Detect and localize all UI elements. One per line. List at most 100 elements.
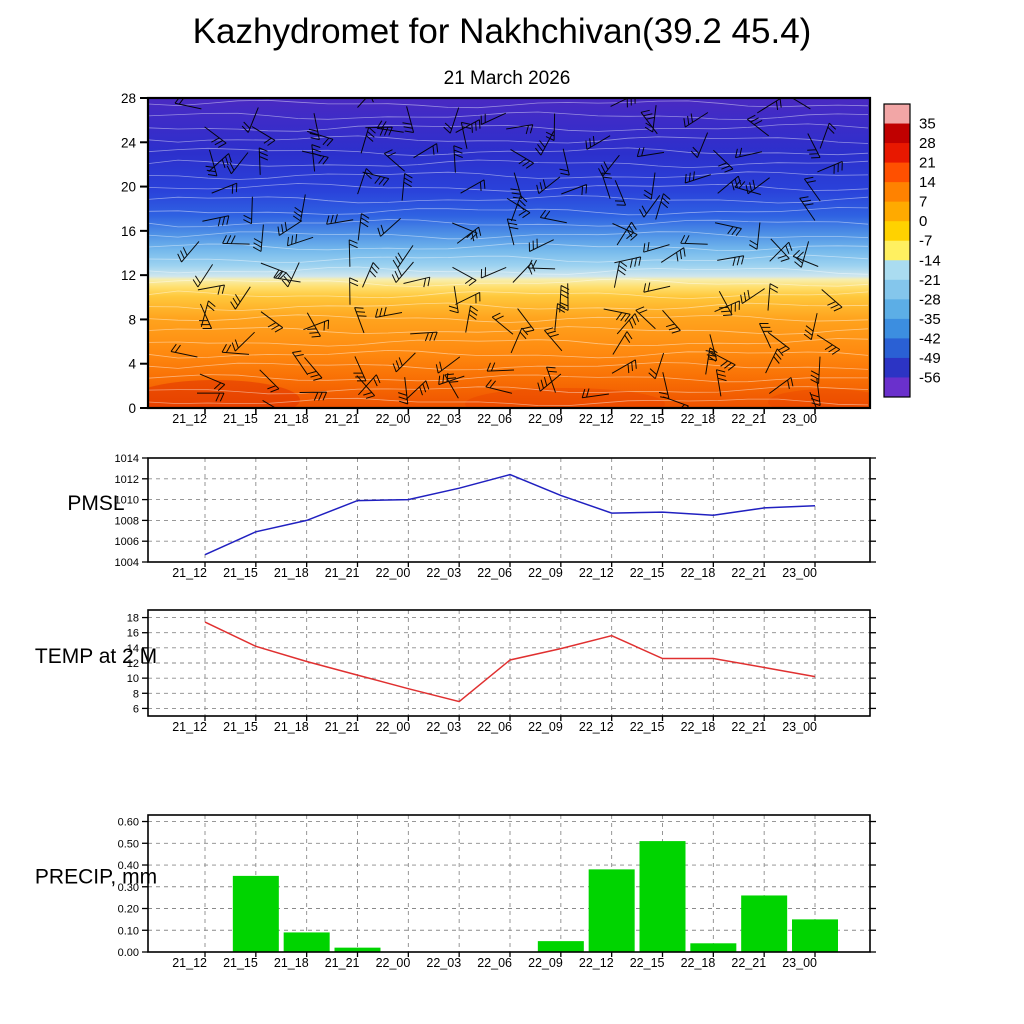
svg-text:22_18: 22_18 bbox=[681, 412, 716, 426]
precip-panel-bar bbox=[334, 947, 381, 952]
svg-text:21_18: 21_18 bbox=[274, 720, 309, 734]
svg-text:22_00: 22_00 bbox=[376, 956, 411, 970]
svg-text:21_21: 21_21 bbox=[325, 956, 360, 970]
precip-panel: 0.00 0.10 0.20 0.30 0.40 0.50 0.60 21_12 21_15 21… bbox=[35, 814, 876, 970]
svg-text:1014: 1014 bbox=[115, 453, 139, 465]
svg-text:6: 6 bbox=[133, 703, 139, 715]
svg-text:1012: 1012 bbox=[115, 474, 139, 486]
svg-text:21_18: 21_18 bbox=[274, 412, 309, 426]
svg-text:22_21: 22_21 bbox=[731, 720, 766, 734]
svg-text:23_00: 23_00 bbox=[782, 956, 817, 970]
svg-text:-14: -14 bbox=[919, 252, 941, 269]
svg-text:22_12: 22_12 bbox=[579, 956, 614, 970]
precip-panel-bar bbox=[537, 941, 584, 952]
svg-text:21: 21 bbox=[919, 155, 936, 172]
svg-text:22_12: 22_12 bbox=[579, 412, 614, 426]
pmsl-panel: 1004 1006 1008 1010 1012 1014 21_12 21_15 21_18 2… bbox=[67, 453, 876, 580]
wind-barbs bbox=[170, 98, 843, 408]
svg-text:-21: -21 bbox=[919, 272, 941, 289]
svg-text:21_18: 21_18 bbox=[274, 956, 309, 970]
svg-text:22_21: 22_21 bbox=[731, 566, 766, 580]
svg-text:28: 28 bbox=[121, 91, 136, 106]
svg-text:1010: 1010 bbox=[115, 495, 139, 507]
temp-panel: 6 8 10 12 14 16 18 21_12 21_15 21_18 21_21 22_00 22_… bbox=[35, 609, 876, 734]
svg-text:14: 14 bbox=[919, 174, 936, 191]
svg-text:22_00: 22_00 bbox=[376, 412, 411, 426]
pmsl-panel-line bbox=[204, 473, 816, 556]
svg-text:22_03: 22_03 bbox=[426, 720, 461, 734]
svg-text:21_21: 21_21 bbox=[325, 720, 360, 734]
colorbar: 35 28 21 14 7 0 -7 -14 -21 -28 -35 -42 -49 -56 bbox=[883, 103, 941, 398]
page-title: Kazhydromet for Nakhchivan(39.2 45.4) bbox=[192, 12, 812, 51]
svg-text:22_21: 22_21 bbox=[731, 412, 766, 426]
precip-panel-bar bbox=[741, 895, 788, 952]
svg-text:22_09: 22_09 bbox=[528, 566, 563, 580]
svg-text:21_15: 21_15 bbox=[223, 720, 258, 734]
svg-text:-56: -56 bbox=[919, 369, 941, 386]
cross-section-panel: 0 4 8 12 16 20 24 28 21_12 21_15 21_18 21_21 22_00 22… bbox=[121, 91, 941, 426]
svg-text:0.00: 0.00 bbox=[118, 947, 139, 959]
svg-text:16: 16 bbox=[121, 224, 136, 239]
svg-text:21_12: 21_12 bbox=[172, 412, 207, 426]
pmsl-panel-label: PMSL bbox=[67, 492, 124, 515]
svg-text:0.60: 0.60 bbox=[118, 817, 139, 829]
svg-text:22_09: 22_09 bbox=[528, 412, 563, 426]
svg-text:-35: -35 bbox=[919, 311, 941, 328]
svg-text:10: 10 bbox=[127, 673, 139, 685]
svg-text:23_00: 23_00 bbox=[782, 720, 817, 734]
svg-text:1004: 1004 bbox=[115, 557, 139, 569]
temp-panel-line bbox=[204, 621, 816, 703]
svg-text:-7: -7 bbox=[919, 233, 932, 250]
svg-text:22_06: 22_06 bbox=[477, 720, 512, 734]
svg-text:0: 0 bbox=[128, 401, 136, 416]
svg-text:22_12: 22_12 bbox=[579, 720, 614, 734]
svg-text:22_12: 22_12 bbox=[579, 566, 614, 580]
svg-text:23_00: 23_00 bbox=[782, 566, 817, 580]
svg-text:22_00: 22_00 bbox=[376, 720, 411, 734]
contour-lines bbox=[148, 99, 869, 407]
svg-text:8: 8 bbox=[128, 312, 136, 327]
svg-text:22_03: 22_03 bbox=[426, 412, 461, 426]
svg-text:22_03: 22_03 bbox=[426, 956, 461, 970]
svg-text:22_03: 22_03 bbox=[426, 566, 461, 580]
svg-text:22_15: 22_15 bbox=[630, 412, 665, 426]
svg-text:35: 35 bbox=[919, 116, 936, 133]
svg-text:8: 8 bbox=[133, 688, 139, 700]
svg-text:22_18: 22_18 bbox=[681, 566, 716, 580]
svg-text:21_18: 21_18 bbox=[274, 566, 309, 580]
svg-text:22_21: 22_21 bbox=[731, 956, 766, 970]
svg-text:0.10: 0.10 bbox=[118, 925, 139, 937]
svg-text:22_18: 22_18 bbox=[681, 956, 716, 970]
svg-text:12: 12 bbox=[121, 268, 136, 283]
svg-text:16: 16 bbox=[127, 628, 139, 640]
svg-text:1008: 1008 bbox=[115, 515, 139, 527]
svg-text:21_15: 21_15 bbox=[223, 412, 258, 426]
precip-panel-bar bbox=[283, 932, 330, 952]
svg-text:22_09: 22_09 bbox=[528, 956, 563, 970]
svg-text:21_12: 21_12 bbox=[172, 720, 207, 734]
svg-text:22_18: 22_18 bbox=[681, 720, 716, 734]
svg-text:22_06: 22_06 bbox=[477, 956, 512, 970]
precip-panel-bar bbox=[232, 875, 279, 952]
svg-text:22_06: 22_06 bbox=[477, 412, 512, 426]
svg-text:20: 20 bbox=[121, 180, 136, 195]
svg-text:21_12: 21_12 bbox=[172, 566, 207, 580]
svg-text:22_15: 22_15 bbox=[630, 956, 665, 970]
svg-text:21_12: 21_12 bbox=[172, 956, 207, 970]
svg-text:21_21: 21_21 bbox=[325, 412, 360, 426]
svg-text:22_00: 22_00 bbox=[376, 566, 411, 580]
svg-text:-42: -42 bbox=[919, 330, 941, 347]
precip-panel-bar bbox=[588, 869, 635, 952]
temp-panel-label: TEMP at 2 M bbox=[35, 645, 157, 668]
svg-text:14: 14 bbox=[127, 643, 139, 655]
svg-text:28: 28 bbox=[919, 135, 936, 152]
svg-text:12: 12 bbox=[127, 658, 139, 670]
svg-text:-28: -28 bbox=[919, 291, 941, 308]
svg-text:21_15: 21_15 bbox=[223, 566, 258, 580]
svg-text:22_15: 22_15 bbox=[630, 720, 665, 734]
svg-text:0: 0 bbox=[919, 213, 927, 230]
precip-panel-bar bbox=[690, 943, 737, 952]
svg-text:21_15: 21_15 bbox=[223, 956, 258, 970]
